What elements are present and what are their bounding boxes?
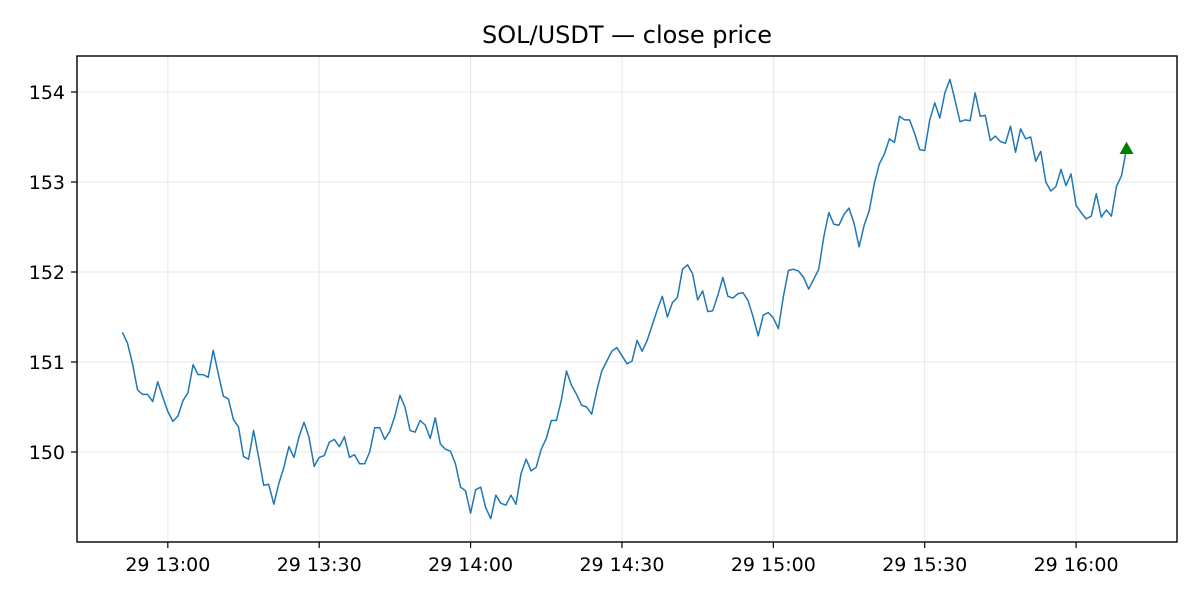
y-tick-label: 153 (29, 172, 65, 194)
x-tick-label: 29 13:00 (125, 554, 210, 576)
x-tick-label: 29 14:30 (579, 554, 664, 576)
x-tick-label: 29 15:00 (731, 554, 816, 576)
y-tick-label: 151 (29, 352, 65, 374)
y-tick-label: 154 (29, 82, 65, 104)
plot-area-frame (76, 55, 1178, 543)
y-tick-label: 150 (29, 442, 65, 464)
y-tick-label: 152 (29, 262, 65, 284)
marker-layer (1119, 141, 1134, 154)
tick-layer: 29 13:00 29 13:30 29 14:00 29 14:30 29 15:00… (29, 82, 1119, 576)
signal-triangle-up-marker (1119, 141, 1134, 154)
x-tick-label: 29 13:30 (277, 554, 362, 576)
series-layer (121, 78, 1128, 520)
grid-layer (77, 56, 1177, 542)
chart-title: SOL/USDT — close price (482, 21, 772, 49)
x-tick-label: 29 16:00 (1034, 554, 1119, 576)
x-tick-label: 29 14:00 (428, 554, 513, 576)
close-price-series-line (121, 78, 1128, 520)
x-tick-label: 29 15:30 (882, 554, 967, 576)
